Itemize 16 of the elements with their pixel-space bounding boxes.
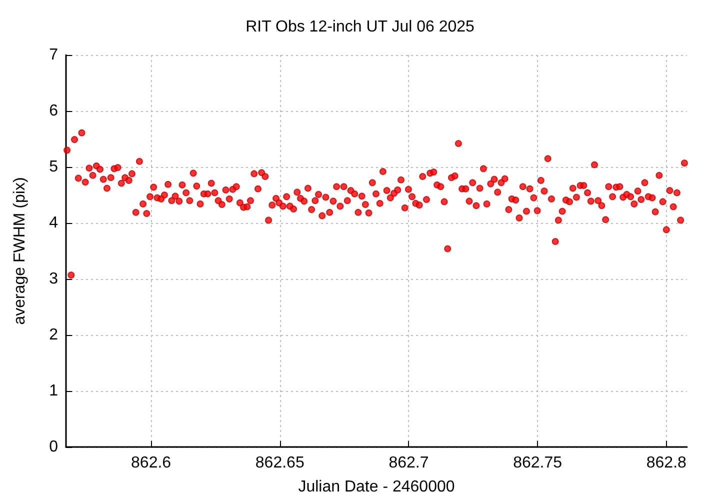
y-tick-label: 4: [49, 214, 58, 232]
y-tick-label: 6: [49, 102, 58, 120]
y-tick-label: 3: [49, 270, 58, 288]
y-tick-label: 2: [49, 326, 58, 344]
chart-title: RIT Obs 12-inch UT Jul 06 2025: [246, 18, 475, 36]
y-tick-label: 1: [49, 382, 58, 400]
x-tick-label: 862.75: [513, 454, 562, 472]
x-tick-label: 862.65: [255, 454, 304, 472]
y-tick-label: 7: [49, 46, 58, 64]
x-tick-label: 862.8: [646, 454, 687, 472]
x-tick-label: 862.6: [131, 454, 172, 472]
y-axis-title: average FWHM (pix): [12, 177, 28, 325]
y-tick-label: 0: [49, 438, 58, 456]
x-axis-title: Julian Date - 2460000: [298, 478, 455, 496]
x-tick-label: 862.7: [388, 454, 429, 472]
y-tick-label: 5: [49, 158, 58, 176]
